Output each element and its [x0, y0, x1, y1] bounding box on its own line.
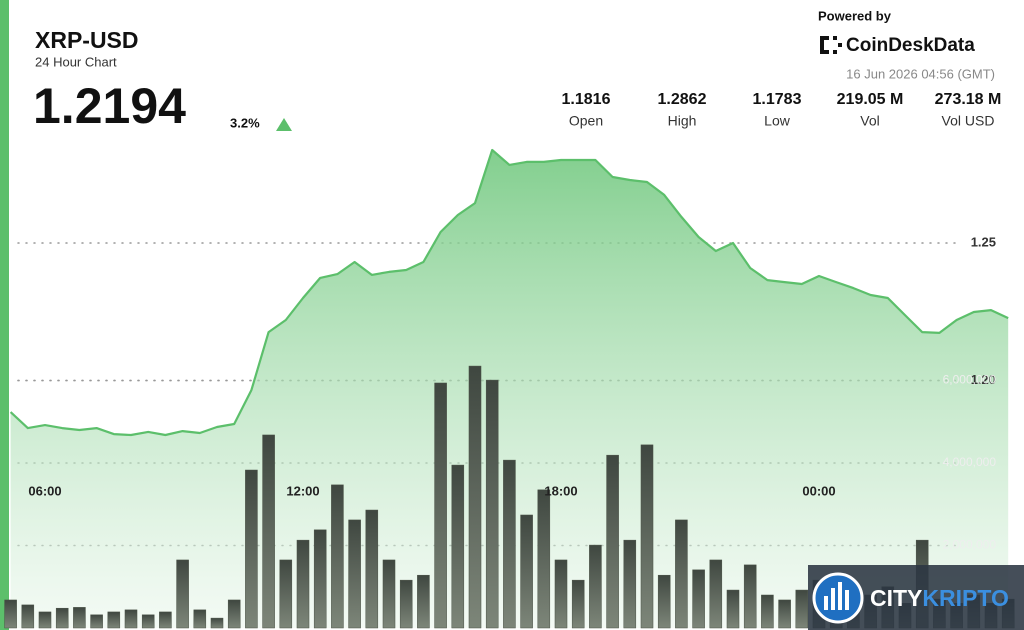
volume-bar — [589, 544, 602, 629]
volume-bar — [124, 609, 138, 629]
volume-bar — [778, 599, 791, 629]
volume-bar — [417, 574, 430, 629]
price-area — [10, 150, 1009, 628]
timestamp: 16 Jun 2026 04:56 (GMT) — [846, 66, 995, 81]
volume-bar — [382, 559, 396, 629]
volume-bar — [537, 489, 551, 629]
volume-bar — [331, 484, 344, 629]
volume-bar — [554, 559, 568, 629]
stat-value: 1.1783 — [753, 91, 802, 108]
y2-tick-label: 6,000,000 — [943, 373, 997, 387]
volume-bar — [262, 434, 275, 629]
price-line — [9, 148, 1009, 437]
title: XRP-USD — [35, 27, 139, 53]
volume-bar — [210, 617, 224, 629]
stat-value: 219.05 M — [837, 91, 904, 108]
volume-bar — [348, 519, 361, 629]
change: 3.2% — [230, 115, 260, 130]
volume-bar — [141, 614, 155, 629]
x-tick-label: 18:00 — [544, 483, 577, 498]
volume-bar — [761, 594, 774, 629]
stat-value: 273.18 M — [935, 91, 1002, 108]
volume-bar — [227, 599, 241, 629]
x-tick-label: 06:00 — [28, 483, 61, 498]
volume-bar — [55, 607, 69, 629]
powered-by: Powered by — [818, 8, 892, 23]
volume-bar — [38, 611, 52, 629]
volume-bar — [485, 379, 499, 629]
volume-bar — [21, 604, 35, 629]
accent-stripe — [0, 0, 9, 630]
volume-bar — [107, 611, 121, 629]
price: 1.2194 — [33, 78, 186, 134]
y-tick-label: 1.20 — [971, 372, 996, 387]
stat-label: Vol — [860, 113, 879, 129]
stat-label: Low — [764, 113, 791, 129]
watermark-kripto: KRIPTO — [922, 585, 1008, 611]
volume-bar — [313, 529, 327, 629]
volume-bar — [795, 589, 809, 629]
subtitle: 24 Hour Chart — [35, 54, 117, 69]
volume-bar — [520, 514, 533, 629]
brand: CoinDeskData — [846, 35, 975, 56]
volume-bar — [399, 579, 413, 629]
volume-bar — [606, 454, 619, 629]
volume-bar — [193, 609, 207, 629]
volume-bar — [73, 607, 86, 629]
x-tick-label: 00:00 — [802, 483, 835, 498]
x-tick-label: 12:00 — [286, 483, 319, 498]
watermark-text: CITYKRIPTO — [870, 585, 1009, 611]
volume-bar — [176, 559, 189, 629]
volume-bar — [503, 459, 516, 629]
volume-bar — [468, 365, 482, 629]
volume-bar — [279, 559, 293, 629]
volume-bar — [296, 539, 310, 629]
volume-bar — [692, 569, 705, 629]
stat-label: Open — [569, 113, 603, 129]
volume-bar — [245, 469, 258, 629]
volume-bar — [451, 464, 465, 629]
volume-bar — [90, 614, 103, 629]
volume-bar — [434, 382, 447, 629]
volume-bar — [726, 589, 740, 629]
stat-label: High — [668, 113, 697, 129]
volume-bar — [365, 509, 379, 629]
up-arrow — [276, 118, 292, 131]
volume-bar — [623, 539, 637, 629]
brand-icon — [820, 36, 842, 54]
volume-bar — [675, 519, 688, 629]
watermark: CITYKRIPTO — [808, 565, 1024, 630]
volume-bar — [657, 574, 671, 629]
y-tick-label: 1.25 — [971, 234, 996, 249]
volume-bar — [4, 599, 17, 629]
stats: 1.1816 Open 1.2862 High 1.1783 Low 219.05 M Vol… — [562, 91, 1002, 128]
volume-bar — [571, 579, 585, 629]
y2-tick-label: 4,000,000 — [943, 455, 997, 469]
volume-bar — [743, 564, 757, 629]
stat-label: Vol USD — [942, 113, 995, 129]
volume-bar — [159, 611, 172, 629]
y2-tick-label: 2,000,000 — [943, 538, 997, 552]
stat-value: 1.1816 — [562, 91, 611, 108]
stat-value: 1.2862 — [658, 91, 707, 108]
volume-bar — [640, 444, 654, 629]
volume-bar — [709, 559, 723, 629]
watermark-city: CITY — [870, 585, 922, 611]
